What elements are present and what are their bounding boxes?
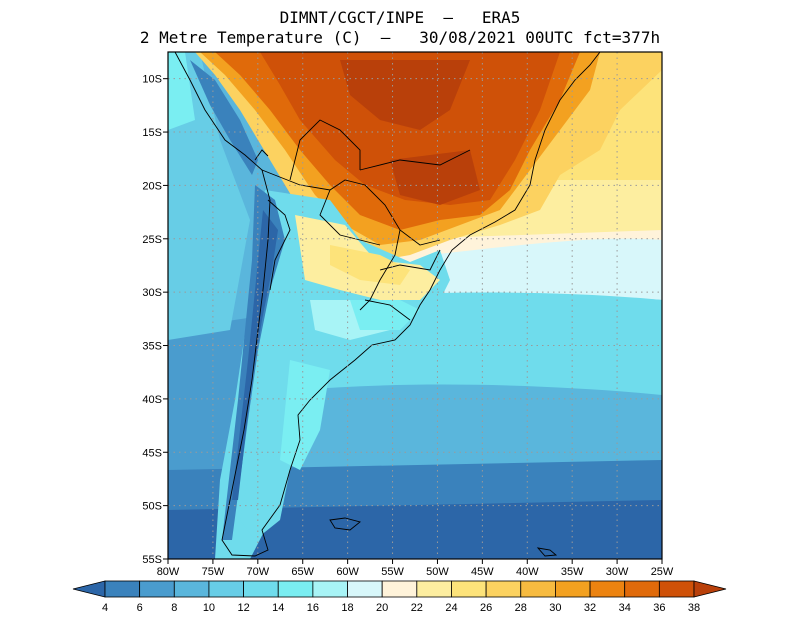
- lon-tick-label: 45W: [471, 566, 494, 578]
- colorbar-swatch: [624, 580, 660, 598]
- colorbar-swatch: [104, 580, 141, 598]
- coastline-borders: [174, 51, 601, 557]
- colorbar-swatch: [173, 580, 210, 598]
- colorbar-tick-label: 20: [376, 602, 388, 614]
- colorbar-tick-label: 14: [272, 602, 284, 614]
- colorbar-swatch: [658, 580, 695, 598]
- lat-tick-label: 35S: [142, 341, 162, 353]
- lat-tick-label: 40S: [142, 394, 162, 406]
- colorbar-low-arrow: [72, 580, 106, 598]
- colorbar-swatch: [139, 580, 175, 598]
- colorbar-swatch: [520, 580, 556, 598]
- colorbar-tick-label: 10: [203, 602, 215, 614]
- colorbar-tick-label: 34: [619, 602, 631, 614]
- lon-tick-label: 25W: [651, 566, 674, 578]
- colorbar-tick-label: 28: [515, 602, 527, 614]
- lon-tick-label: 60W: [336, 566, 359, 578]
- lon-tick-label: 65W: [291, 566, 314, 578]
- colorbar-swatch: [277, 580, 314, 598]
- colorbar-tick-label: 32: [584, 602, 596, 614]
- colorbar-swatch: [416, 580, 452, 598]
- lon-tick-label: 70W: [247, 566, 270, 578]
- colorbar-tick-label: 36: [653, 602, 665, 614]
- colorbar-tick-label: 4: [102, 602, 108, 614]
- colorbar-high-arrow: [693, 580, 727, 598]
- colorbar-tick-label: 24: [445, 602, 457, 614]
- colorbar-swatch: [485, 580, 522, 598]
- lon-tick-label: 30W: [606, 566, 629, 578]
- lat-tick-label: 25S: [142, 234, 162, 246]
- temperature-field: [168, 52, 662, 559]
- colorbar-tick-label: 26: [480, 602, 492, 614]
- lat-tick-label: 55S: [142, 554, 162, 566]
- colorbar-tick-label: 30: [549, 602, 561, 614]
- lat-tick-label: 50S: [142, 501, 162, 513]
- colorbar-tick-label: 38: [688, 602, 700, 614]
- lon-tick-label: 80W: [157, 566, 180, 578]
- colorbar-swatch: [208, 580, 244, 598]
- colorbar-tick-label: 6: [137, 602, 143, 614]
- colorbar-swatch: [381, 580, 418, 598]
- plot-frame: [167, 51, 663, 560]
- colorbar-swatch: [347, 580, 383, 598]
- colorbar-swatch: [555, 580, 591, 598]
- lon-tick-label: 35W: [561, 566, 584, 578]
- colorbar-tick-label: 16: [307, 602, 319, 614]
- lat-tick-label: 15S: [142, 127, 162, 139]
- colorbar-swatch: [312, 580, 348, 598]
- colorbar-tick-label: 22: [411, 602, 423, 614]
- lat-tick-label: 45S: [142, 447, 162, 459]
- colorbar-swatch: [451, 580, 487, 598]
- lon-tick-label: 55W: [381, 566, 404, 578]
- map-title-line-2: 2 Metre Temperature (C) – 30/08/2021 00U…: [139, 28, 661, 47]
- map-gridlines: [168, 52, 662, 559]
- lat-tick-label: 30S: [142, 287, 162, 299]
- lon-tick-label: 40W: [516, 566, 539, 578]
- colorbar-tick-label: 18: [341, 602, 353, 614]
- map-title-line-1: DIMNT/CGCT/INPE – ERA5: [279, 8, 521, 27]
- colorbar-tick-label: 8: [171, 602, 177, 614]
- temperature-colorbar: 4 6 8 10 12 14 16 18 20 22 24 26 28 30 32 34 36 38: [72, 580, 727, 614]
- lat-tick-label: 10S: [142, 74, 162, 86]
- colorbar-swatch: [243, 580, 279, 598]
- lat-tick-label: 20S: [142, 180, 162, 192]
- colorbar-tick-label: 12: [237, 602, 249, 614]
- lon-tick-label: 75W: [202, 566, 225, 578]
- colorbar-swatch: [589, 580, 626, 598]
- lon-tick-label: 50W: [426, 566, 449, 578]
